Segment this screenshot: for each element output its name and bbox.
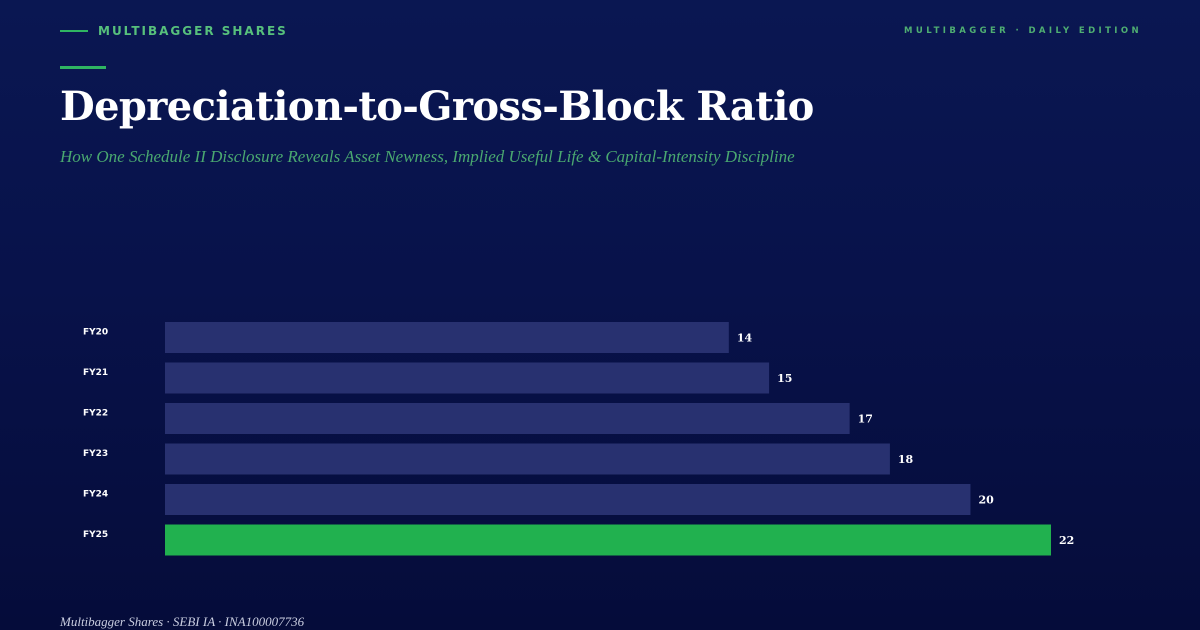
brand-name: MULTIBAGGER SHARES [98,24,288,38]
page-subtitle: How One Schedule II Disclosure Reveals A… [60,147,795,166]
bar [165,362,770,394]
category-label: FY23 [83,449,108,459]
page-title: Depreciation-to-Gross-Block Ratio [60,83,814,130]
category-label: FY21 [83,368,108,378]
bar [165,484,971,515]
category-label: FY25 [83,530,108,540]
brand: MULTIBAGGER SHARES [60,24,288,38]
edition-label: MULTIBAGGER · DAILY EDITION [904,26,1142,36]
value-label: 14 [737,332,753,345]
bar-highlight [165,524,1051,556]
bar [165,403,850,434]
category-label: FY20 [83,328,108,338]
bar [165,322,729,353]
footer-credit: Multibagger Shares · SEBI IA · INA100007… [60,614,305,629]
value-label: 17 [858,413,873,426]
brand-line [60,30,88,32]
value-label: 22 [1059,534,1074,547]
value-label: 20 [978,494,994,507]
category-label: FY24 [83,490,108,500]
value-label: 18 [898,453,914,466]
bar [165,443,890,475]
title-accent-bar [60,66,106,69]
value-label: 15 [777,372,792,385]
category-label: FY22 [83,409,108,419]
